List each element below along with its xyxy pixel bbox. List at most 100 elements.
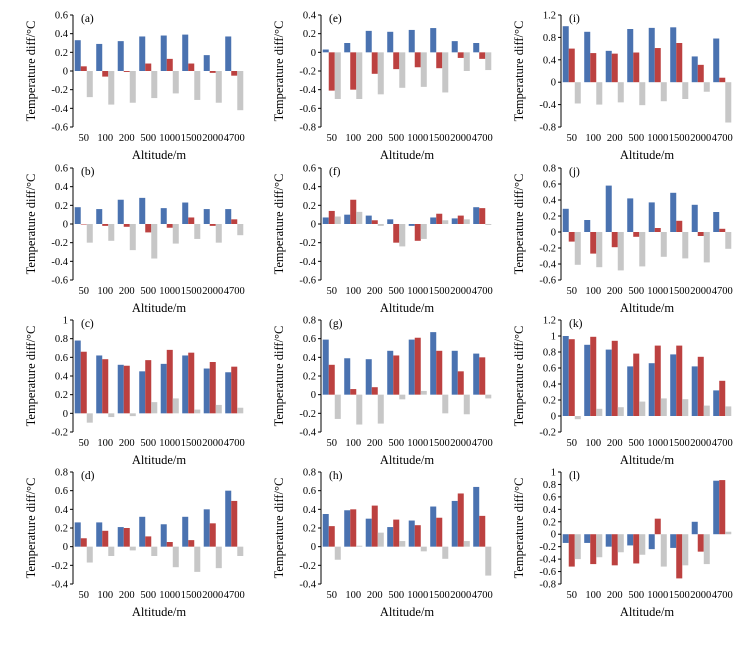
bar-j-s2-50 bbox=[568, 232, 575, 242]
bar-a-s1-2000 bbox=[203, 55, 210, 71]
panel-b: -0.6 -0.4 -0.2 0 0.2 0.4 0.6 50 100 200 500 1000 150… bbox=[24, 164, 245, 316]
y-tick-label: 0.2 bbox=[303, 29, 316, 40]
bar-i-s2-4700 bbox=[719, 77, 726, 83]
bar-k-s1-200 bbox=[605, 349, 612, 416]
bar-b-s3-500 bbox=[151, 224, 158, 259]
y-tick-label: 0.4 bbox=[303, 182, 317, 193]
bar-f-s2-4700 bbox=[479, 208, 486, 224]
y-tick-label: 0.4 bbox=[303, 11, 317, 22]
y-tick-label: -0.4 bbox=[51, 104, 68, 115]
bar-i-s2-50 bbox=[568, 48, 575, 83]
x-tick-label: 1500 bbox=[669, 438, 690, 449]
x-tick-label: 4700 bbox=[712, 590, 733, 601]
bar-h-s2-1500 bbox=[436, 517, 443, 547]
x-axis-title: Altitude/m bbox=[380, 453, 434, 467]
bar-d-s1-100 bbox=[96, 522, 103, 547]
y-tick-label: 0.6 bbox=[55, 353, 68, 364]
y-tick-label: -0.2 bbox=[539, 244, 556, 255]
x-tick-label: 500 bbox=[628, 438, 644, 449]
bar-c-s3-200 bbox=[129, 413, 136, 417]
x-tick-label: 100 bbox=[345, 438, 361, 449]
x-tick-label: 4700 bbox=[224, 133, 245, 144]
panel-letter: (a) bbox=[81, 13, 94, 25]
bar-f-s1-500 bbox=[387, 219, 394, 224]
bar-i-s2-200 bbox=[611, 53, 618, 83]
bar-l-s3-4700 bbox=[725, 531, 732, 535]
bar-i-s3-2000 bbox=[703, 82, 710, 92]
bar-f-s2-100 bbox=[350, 199, 357, 224]
bar-k-s3-500 bbox=[639, 401, 646, 416]
y-tick-label: -0.6 bbox=[299, 276, 316, 287]
y-tick-label: 0.4 bbox=[55, 29, 69, 40]
y-tick-label: -0.4 bbox=[51, 257, 68, 268]
bar-d-s1-200 bbox=[117, 527, 124, 547]
x-tick-label: 50 bbox=[79, 438, 90, 449]
panel-letter: (k) bbox=[569, 318, 583, 330]
panel-h: -0.4 -0.2 0 0.2 0.4 0.6 0.8 50 100 200 500 1000 1500… bbox=[272, 468, 493, 620]
bar-a-s3-500 bbox=[151, 71, 158, 99]
bar-h-s2-200 bbox=[371, 505, 378, 547]
y-tick-label: 0.6 bbox=[303, 164, 316, 175]
panel-letter: (b) bbox=[81, 166, 95, 178]
x-tick-label: 50 bbox=[327, 133, 338, 144]
x-tick-label: 2000 bbox=[450, 438, 471, 449]
bar-k-s3-1500 bbox=[682, 399, 689, 416]
bar-l-s3-500 bbox=[639, 534, 646, 555]
bar-i-s3-1500 bbox=[682, 82, 689, 99]
bar-i-s1-200 bbox=[605, 50, 612, 83]
y-axis-title: Temperature diff/°C bbox=[272, 478, 286, 579]
panel-j: -0.6 -0.4 -0.2 0 0.2 0.4 0.6 0.8 50 100 200 500 1000… bbox=[512, 164, 733, 316]
bar-b-s1-200 bbox=[117, 199, 124, 224]
bar-k-s3-4700 bbox=[725, 406, 732, 416]
y-tick-label: 0.8 bbox=[543, 164, 556, 175]
bar-i-s3-4700 bbox=[725, 82, 732, 123]
bar-j-s3-50 bbox=[574, 232, 581, 265]
bar-i-s1-2000 bbox=[691, 56, 698, 83]
bar-c-s3-1000 bbox=[172, 398, 179, 414]
x-tick-label: 4700 bbox=[224, 590, 245, 601]
y-tick-label: -0.6 bbox=[299, 104, 316, 115]
bar-l-s3-200 bbox=[617, 534, 624, 553]
y-tick-label: 0.6 bbox=[543, 492, 556, 503]
bar-c-s3-4700 bbox=[237, 407, 244, 414]
x-tick-label: 200 bbox=[607, 590, 623, 601]
y-axis-title: Temperature diff/°C bbox=[272, 174, 286, 275]
bar-j-s1-4700 bbox=[713, 212, 720, 232]
y-tick-label: 0.6 bbox=[543, 364, 556, 375]
y-tick-label: -0.4 bbox=[299, 85, 316, 96]
bar-d-s3-100 bbox=[108, 546, 115, 556]
bar-g-s2-200 bbox=[371, 387, 378, 395]
bar-l-s2-2000 bbox=[697, 534, 704, 552]
bar-i-s1-500 bbox=[627, 29, 634, 83]
bar-f-s2-2000 bbox=[457, 215, 464, 224]
bar-i-s1-1500 bbox=[670, 27, 677, 83]
bar-f-s1-100 bbox=[344, 214, 351, 224]
panel-k: -0.2 0 0.2 0.4 0.6 0.8 1 1.2 50 100 200 500 1000 1500… bbox=[512, 316, 733, 468]
x-tick-label: 4700 bbox=[472, 286, 493, 297]
bar-i-s3-500 bbox=[639, 82, 646, 106]
bar-e-s3-4700 bbox=[485, 52, 492, 71]
x-tick-label: 1000 bbox=[647, 590, 668, 601]
panel-letter: (j) bbox=[569, 166, 580, 178]
x-tick-label: 50 bbox=[567, 286, 578, 297]
bar-b-s2-1500 bbox=[188, 217, 195, 224]
bar-i-s1-100 bbox=[584, 31, 591, 83]
bar-b-s1-100 bbox=[96, 209, 103, 224]
bar-g-s1-2000 bbox=[451, 350, 458, 395]
x-tick-label: 200 bbox=[119, 590, 135, 601]
bar-l-s2-1000 bbox=[654, 518, 661, 535]
bar-j-s1-500 bbox=[627, 198, 634, 232]
x-tick-label: 4700 bbox=[224, 438, 245, 449]
bar-f-s2-500 bbox=[393, 224, 400, 243]
bar-k-s1-500 bbox=[627, 366, 634, 416]
y-tick-label: 0.4 bbox=[543, 505, 557, 516]
x-tick-label: 1000 bbox=[159, 133, 180, 144]
y-tick-label: 0.8 bbox=[543, 480, 556, 491]
bar-a-s1-500 bbox=[139, 36, 146, 71]
bar-g-s3-2000 bbox=[463, 394, 470, 415]
bar-a-s2-1500 bbox=[188, 63, 195, 71]
bar-j-s1-100 bbox=[584, 220, 591, 232]
panel-l: -0.8 -0.6-0.4 -0.20 0.20.4 0.60.81 50 100 200 50… bbox=[512, 468, 733, 620]
bar-d-s3-2000 bbox=[215, 546, 222, 569]
x-tick-label: 2000 bbox=[450, 590, 471, 601]
